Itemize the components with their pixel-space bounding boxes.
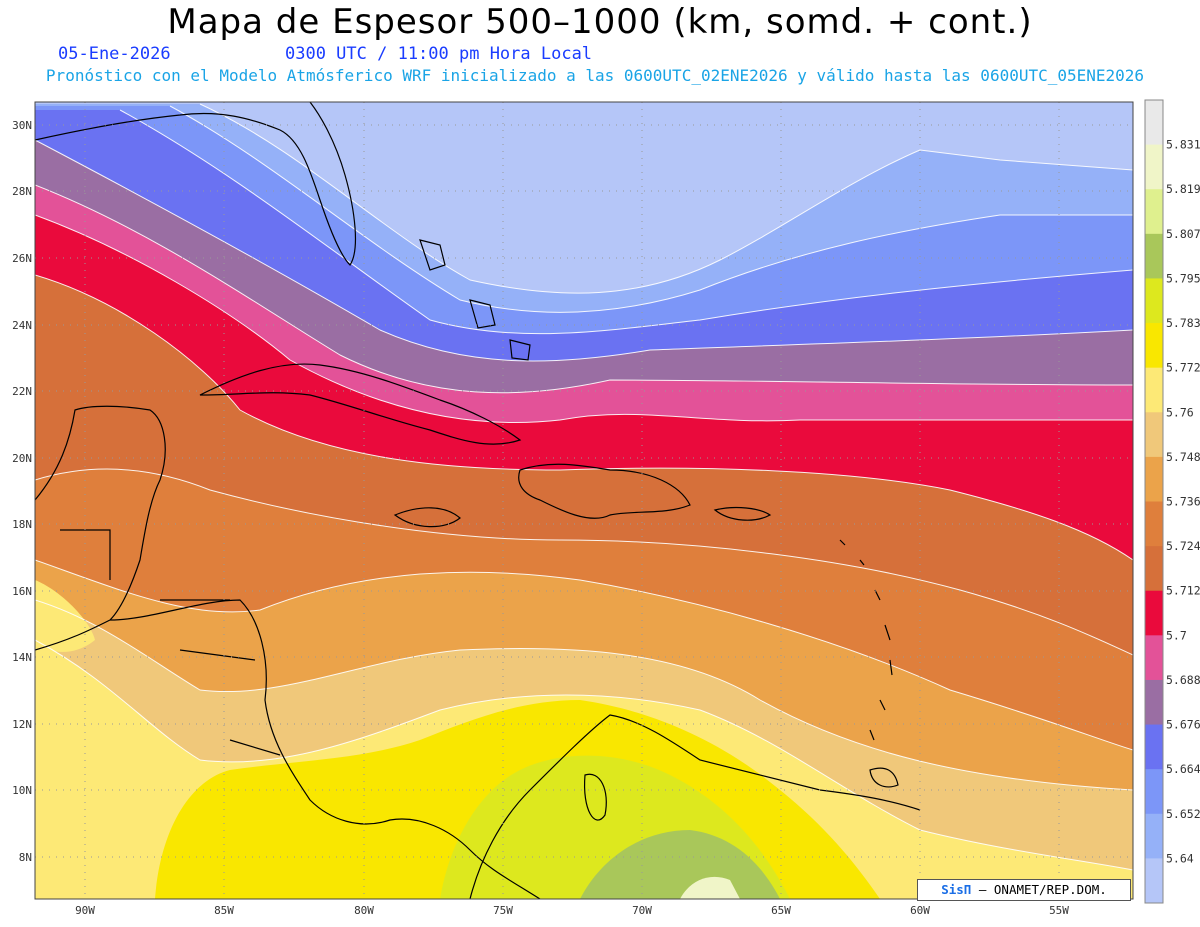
brand-logo: SisΠ xyxy=(941,882,972,897)
colorbar-label: 5.831 xyxy=(1166,138,1200,152)
colorbar-swatch xyxy=(1145,233,1163,279)
colorbar-label: 5.819 xyxy=(1166,182,1200,196)
colorbar-label: 5.688 xyxy=(1166,673,1200,687)
colorbar-label: 5.64 xyxy=(1166,851,1194,865)
lat-label: 8N xyxy=(19,851,32,864)
colorbar-swatch xyxy=(1145,323,1163,369)
colorbar-label: 5.712 xyxy=(1166,584,1200,598)
contour-lines xyxy=(35,103,1133,871)
colorbar-swatch xyxy=(1145,412,1163,458)
colorbar-label: 5.772 xyxy=(1166,361,1200,375)
colorbar-label: 5.748 xyxy=(1166,450,1200,464)
credit-box: SisΠ – ONAMET/REP.DOM. xyxy=(917,879,1131,901)
colorbar-frame xyxy=(1144,99,1164,904)
forecast-subtitle: Pronóstico con el Modelo Atmósferico WRF… xyxy=(45,66,1145,85)
lat-label: 12N xyxy=(12,718,32,731)
lat-label: 22N xyxy=(12,385,32,398)
colorbar-swatch xyxy=(1145,858,1163,904)
lat-label: 20N xyxy=(12,452,32,465)
colorbar-swatch xyxy=(1145,679,1163,726)
lon-label: 90W xyxy=(75,904,95,917)
colorbar-label: 5.76 xyxy=(1166,405,1194,419)
colorbar-label: 5.783 xyxy=(1166,316,1200,330)
lon-label: 65W xyxy=(771,904,791,917)
colorbar-label: 5.736 xyxy=(1166,495,1200,509)
map-frame xyxy=(34,101,1134,900)
lat-label: 30N xyxy=(12,119,32,132)
colorbar-swatch xyxy=(1145,635,1163,681)
map-title: Mapa de Espesor 500–1000 (km, somd. + co… xyxy=(167,2,1033,42)
lon-axis: 90W 85W 80W 75W 70W 65W 60W 55W xyxy=(75,904,1069,917)
colorbar-swatch xyxy=(1145,813,1163,859)
forecast-date: 05-Ene-2026 xyxy=(58,44,171,64)
colorbar-label: 5.652 xyxy=(1166,807,1200,821)
credit-text: – ONAMET/REP.DOM. xyxy=(978,882,1107,897)
lon-label: 60W xyxy=(910,904,930,917)
coastlines xyxy=(35,102,921,899)
lat-label: 28N xyxy=(12,185,32,198)
lat-label: 14N xyxy=(12,651,32,664)
colorbar-swatch xyxy=(1145,100,1163,146)
lat-label: 18N xyxy=(12,518,32,531)
colorbar-swatch xyxy=(1145,590,1163,636)
lat-label: 10N xyxy=(12,784,32,797)
colorbar-label: 5.676 xyxy=(1166,718,1200,732)
colorbar-swatch xyxy=(1145,144,1163,190)
colorbar-label: 5.795 xyxy=(1166,271,1200,285)
graticule xyxy=(35,102,1133,899)
lat-label: 26N xyxy=(12,252,32,265)
colorbar-swatch xyxy=(1145,546,1163,592)
lon-label: 75W xyxy=(493,904,513,917)
colorbar-label: 5.664 xyxy=(1166,762,1200,776)
colorbar-swatch xyxy=(1145,278,1163,324)
lon-label: 55W xyxy=(1049,904,1069,917)
colorbar-label: 5.7 xyxy=(1166,628,1187,642)
colorbar-swatch xyxy=(1145,724,1163,770)
colorbar: 5.831 5.819 5.807 5.795 5.783 5.772 5.76 5.748 5… xyxy=(1144,99,1200,904)
lon-label: 85W xyxy=(214,904,234,917)
colorbar-label: 5.807 xyxy=(1166,227,1200,241)
lon-label: 80W xyxy=(354,904,374,917)
colorbar-swatch xyxy=(1145,501,1163,547)
colorbar-swatch xyxy=(1145,189,1163,235)
lat-label: 16N xyxy=(12,585,32,598)
colorbar-label: 5.724 xyxy=(1166,539,1200,553)
thickness-bands xyxy=(35,102,1133,899)
lat-axis: 30N 28N 26N 24N 22N 20N 18N 16N 14N 12N … xyxy=(12,119,32,864)
forecast-time: 0300 UTC / 11:00 pm Hora Local xyxy=(285,44,593,64)
band-5819 xyxy=(680,876,740,899)
colorbar-swatch xyxy=(1145,456,1163,502)
colorbar-swatch xyxy=(1145,367,1163,413)
lon-label: 70W xyxy=(632,904,652,917)
colorbar-swatch xyxy=(1145,769,1163,815)
lat-label: 24N xyxy=(12,319,32,332)
